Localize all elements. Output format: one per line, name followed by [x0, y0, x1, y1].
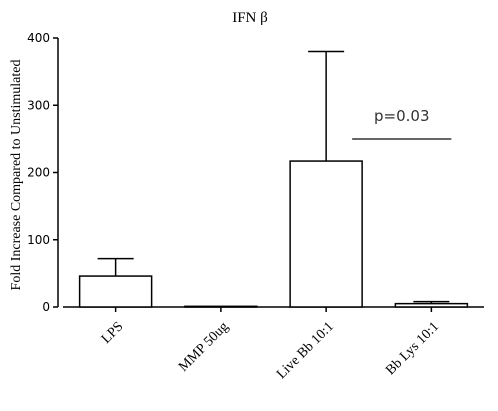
bar	[394, 302, 469, 308]
chart-title: IFN β	[232, 10, 268, 26]
error-bars	[97, 50, 450, 304]
y-tick-label: 200	[27, 166, 50, 180]
x-tick-label: LPS	[99, 319, 127, 347]
bar	[78, 275, 153, 308]
y-tick-label: 300	[27, 98, 50, 112]
y-axis-label: Fold Increase Compared to Unstimulated	[9, 60, 24, 291]
x-ticks: LPS MMP 50ug Live Bb 10:1 Bb Lys 10:1	[99, 307, 442, 382]
p-value-label: p=0.03	[374, 107, 430, 125]
bars	[78, 160, 469, 308]
bar	[184, 305, 258, 308]
x-tick-label: Live Bb 10:1	[274, 319, 337, 382]
x-tick-label: MMP 50ug	[176, 319, 232, 375]
y-ticks: 0 100 200 300 400	[27, 31, 58, 314]
axes	[57, 38, 484, 308]
y-tick-label: 100	[27, 233, 50, 247]
y-tick-label: 0	[42, 300, 50, 314]
x-tick-label: Bb Lys 10:1	[383, 319, 442, 378]
y-tick-label: 400	[27, 31, 50, 45]
bar	[289, 160, 363, 308]
annotations: p=0.03	[352, 107, 452, 140]
